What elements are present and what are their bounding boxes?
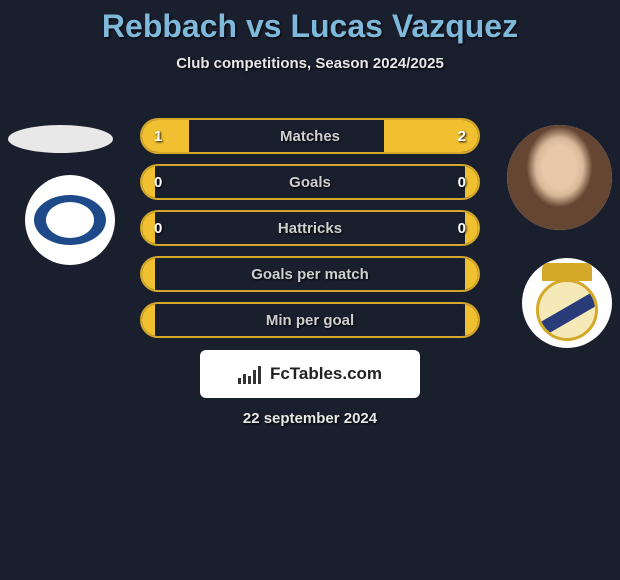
stat-row: 0Hattricks0 xyxy=(140,210,480,246)
chart-icon xyxy=(238,364,264,384)
stat-label: Goals xyxy=(142,174,478,191)
player-left-avatar xyxy=(8,125,113,153)
stat-value-right: 2 xyxy=(458,128,466,145)
player-right-avatar xyxy=(507,125,612,230)
stat-row: 0Goals0 xyxy=(140,164,480,200)
stats-bars: 1Matches20Goals00Hattricks0Goals per mat… xyxy=(140,118,480,348)
team-right-badge xyxy=(522,258,612,348)
stat-label: Goals per match xyxy=(142,266,478,283)
alaves-logo xyxy=(34,195,106,245)
stat-row: Min per goal xyxy=(140,302,480,338)
player-face-icon xyxy=(507,125,612,230)
stat-row: Goals per match xyxy=(140,256,480,292)
page-title: Rebbach vs Lucas Vazquez xyxy=(0,0,620,45)
date-label: 22 september 2024 xyxy=(0,410,620,427)
subtitle: Club competitions, Season 2024/2025 xyxy=(0,55,620,72)
comparison-infographic: Rebbach vs Lucas Vazquez Club competitio… xyxy=(0,0,620,580)
real-madrid-logo xyxy=(535,263,600,343)
stat-row: 1Matches2 xyxy=(140,118,480,154)
stat-label: Min per goal xyxy=(142,312,478,329)
stat-value-right: 0 xyxy=(458,220,466,237)
logo-text: FcTables.com xyxy=(270,364,382,384)
site-logo: FcTables.com xyxy=(200,350,420,398)
team-left-badge xyxy=(25,175,115,265)
stat-label: Hattricks xyxy=(142,220,478,237)
stat-value-right: 0 xyxy=(458,174,466,191)
stat-label: Matches xyxy=(142,128,478,145)
